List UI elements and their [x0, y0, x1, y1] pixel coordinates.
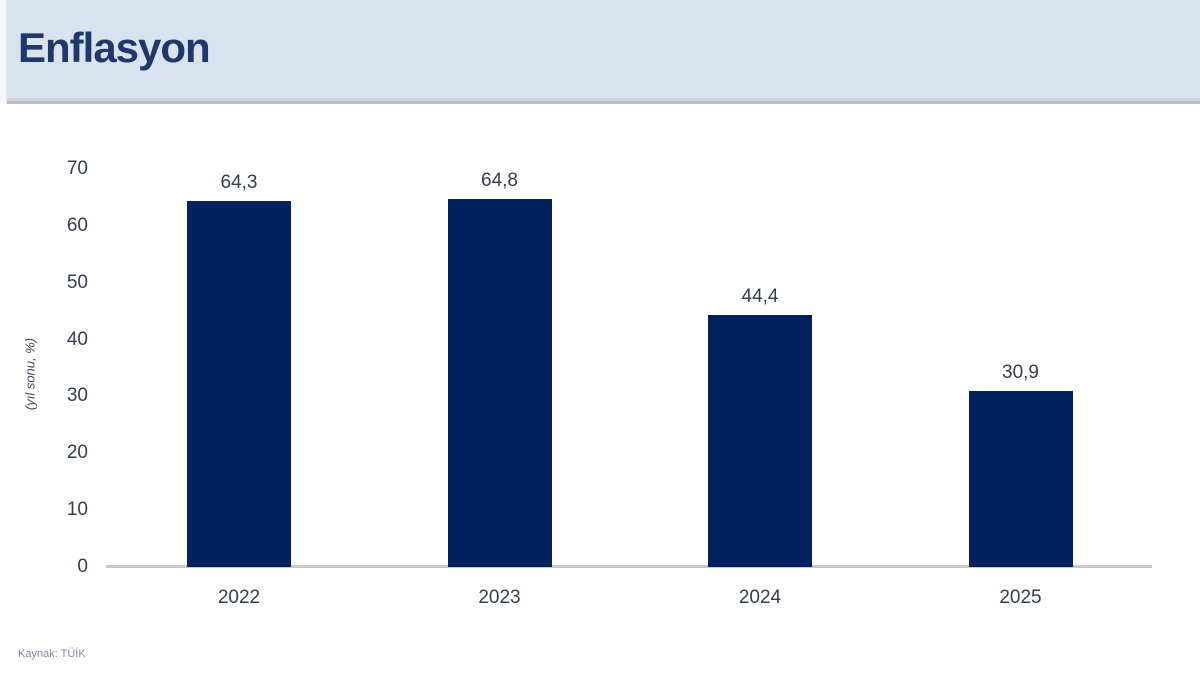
header-left-strip	[0, 0, 7, 104]
page-title: Enflasyon	[18, 24, 211, 71]
bar-2025	[968, 391, 1073, 567]
bar-2024	[708, 314, 812, 567]
y-axis-title: (yıl sonu, %)	[22, 337, 38, 411]
x-axis-label-2024: 2024	[738, 587, 782, 608]
y-tick-label-40: 40	[66, 328, 88, 350]
bar-2023	[447, 198, 552, 567]
x-axis-line	[106, 565, 1152, 568]
source-note: Kaynak: TÜİK	[18, 648, 86, 660]
y-tick-label-10: 10	[66, 499, 88, 521]
header-band: Enflasyon	[0, 0, 1200, 104]
bar-value-label-2024: 44,4	[741, 285, 779, 307]
bar-value-label-2022: 64,3	[220, 172, 258, 194]
bar-value-label-2025: 30,9	[1002, 362, 1039, 384]
y-tick-label-30: 30	[66, 385, 88, 407]
bar-value-label-2023: 64,8	[481, 169, 518, 191]
y-tick-label-60: 60	[66, 214, 88, 236]
y-tick-label-70: 70	[66, 158, 88, 179]
y-tick-label-0: 0	[77, 556, 88, 577]
x-axis-label-2025: 2025	[999, 587, 1042, 608]
bar-2022	[187, 201, 291, 567]
y-tick-label-20: 20	[66, 442, 88, 464]
x-axis-label-2022: 2022	[217, 587, 261, 608]
x-axis-label-2023: 2023	[478, 587, 521, 608]
y-tick-label-50: 50	[66, 271, 88, 293]
